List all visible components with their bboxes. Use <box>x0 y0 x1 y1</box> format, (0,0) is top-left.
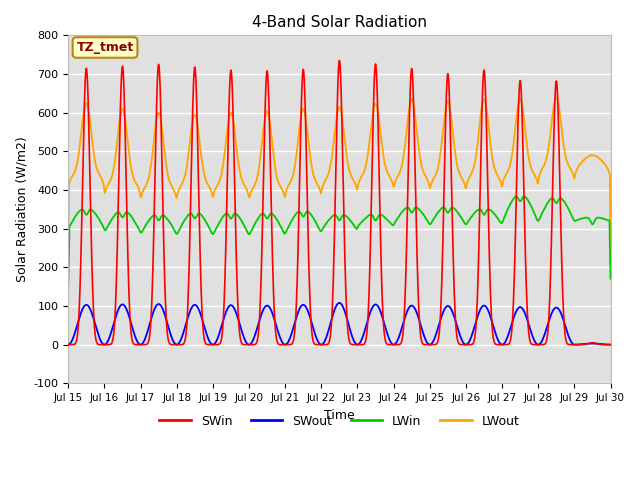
SWin <box>607 342 614 348</box>
LWin <box>512 193 520 199</box>
SWin <box>335 58 343 63</box>
SWout <box>577 341 585 347</box>
LWout <box>249 186 257 192</box>
LWin <box>607 276 614 281</box>
LWin <box>584 215 591 221</box>
LWout <box>461 181 468 187</box>
Text: TZ_tmet: TZ_tmet <box>76 41 134 54</box>
LWin <box>249 226 257 231</box>
SWin <box>476 195 484 201</box>
LWout <box>607 252 614 258</box>
SWout <box>476 307 484 313</box>
SWout <box>607 342 614 348</box>
SWout <box>461 341 468 347</box>
LWout <box>65 257 72 263</box>
LWin <box>321 223 329 228</box>
Line: LWout: LWout <box>68 97 611 260</box>
SWin <box>249 342 257 348</box>
X-axis label: Time: Time <box>324 408 355 421</box>
SWout <box>249 338 257 344</box>
SWin <box>321 342 329 348</box>
LWin <box>65 283 72 289</box>
LWout <box>584 154 591 160</box>
LWin <box>577 216 585 222</box>
SWout <box>584 341 591 347</box>
Line: LWin: LWin <box>68 196 611 286</box>
SWin <box>65 342 72 348</box>
SWin <box>577 342 585 348</box>
LWin <box>461 220 468 226</box>
LWin <box>476 206 484 212</box>
Y-axis label: Solar Radiation (W/m2): Solar Radiation (W/m2) <box>15 136 28 282</box>
Legend: SWin, SWout, LWin, LWout: SWin, SWout, LWin, LWout <box>154 410 524 433</box>
SWin <box>461 342 468 348</box>
Line: SWout: SWout <box>68 303 611 345</box>
LWout <box>321 178 329 184</box>
SWout <box>335 300 343 306</box>
Line: SWin: SWin <box>68 60 611 345</box>
LWout <box>552 95 560 100</box>
LWout <box>476 119 484 125</box>
SWin <box>584 341 591 347</box>
Title: 4-Band Solar Radiation: 4-Band Solar Radiation <box>252 15 427 30</box>
SWout <box>65 342 72 348</box>
SWout <box>321 338 329 344</box>
LWout <box>577 160 585 166</box>
